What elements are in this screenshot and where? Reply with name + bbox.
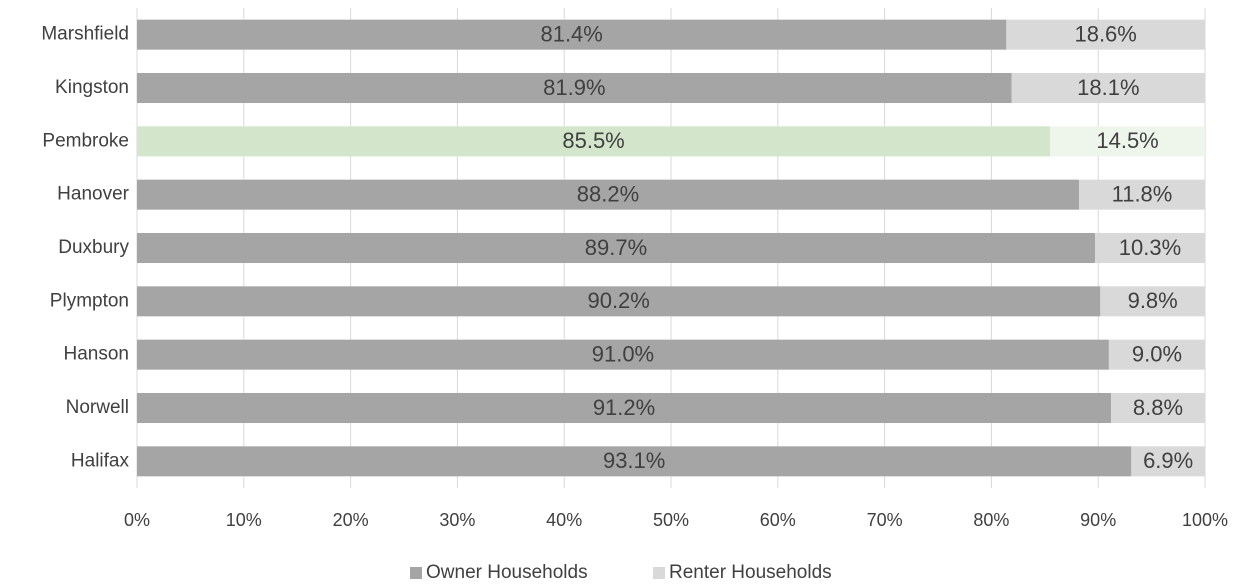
data-label: 93.1% [603,448,665,473]
y-tick-label: Norwell [66,397,129,418]
x-tick-label: 10% [226,510,262,530]
data-label: 9.8% [1128,288,1178,313]
y-tick-label: Hanover [57,184,129,205]
x-tick-label: 40% [546,510,582,530]
bar-segment [137,446,1132,477]
bar-segment [1078,179,1205,210]
x-tick-label: 20% [333,510,369,530]
y-tick-label: Halifax [71,450,130,471]
legend-swatch [410,567,422,579]
bar-segment [137,393,1112,423]
bar-segment [137,286,1101,317]
bar-segment [1006,19,1205,50]
data-label: 18.6% [1074,21,1136,46]
x-tick-label: 50% [653,510,689,530]
bar-segment [137,73,1012,103]
y-tick-label: Marshfield [41,24,129,45]
x-tick-label: 30% [439,510,475,530]
bar-segment [1050,126,1205,157]
legend-swatch [653,567,665,579]
data-label: 11.8% [1112,181,1173,206]
data-label: 91.0% [592,341,654,366]
data-label: 90.2% [587,288,649,313]
x-tick-label: 80% [973,510,1009,530]
data-label: 9.0% [1132,341,1182,366]
bar-segment [137,233,1095,263]
bar-segment [1100,286,1205,317]
x-tick-label: 0% [124,510,150,530]
bar-segment [1094,233,1205,263]
legend-label: Owner Households [426,562,588,583]
bar-segment [1108,339,1205,370]
data-label: 91.2% [593,395,655,420]
y-tick-label: Duxbury [58,237,129,258]
bar-segment [137,19,1007,50]
y-tick-label: Plympton [50,290,129,311]
y-tick-label: Hanson [64,344,130,365]
data-label: 8.8% [1133,395,1183,420]
data-label: 81.9% [543,75,605,100]
data-label: 10.3% [1119,235,1181,260]
x-tick-label: 90% [1080,510,1116,530]
data-label: 6.9% [1143,448,1193,473]
data-label: 89.7% [585,235,647,260]
data-label: 18.1% [1077,75,1139,100]
bar-segment [1111,393,1205,423]
data-label: 14.5% [1096,128,1158,153]
bar-segment [137,179,1079,210]
data-label: 85.5% [562,128,624,153]
x-tick-label: 70% [867,510,903,530]
bar-segment [137,126,1051,157]
bar-segment [1011,73,1205,103]
data-label: 88.2% [577,181,639,206]
data-label: 81.4% [540,21,602,46]
y-tick-label: Kingston [55,77,129,98]
bar-segment [137,339,1109,370]
y-tick-label: Pembroke [42,130,129,151]
legend-label: Renter Households [669,562,832,583]
x-tick-label: 60% [760,510,796,530]
bar-segment [1131,446,1205,477]
x-tick-label: 100% [1182,510,1228,530]
